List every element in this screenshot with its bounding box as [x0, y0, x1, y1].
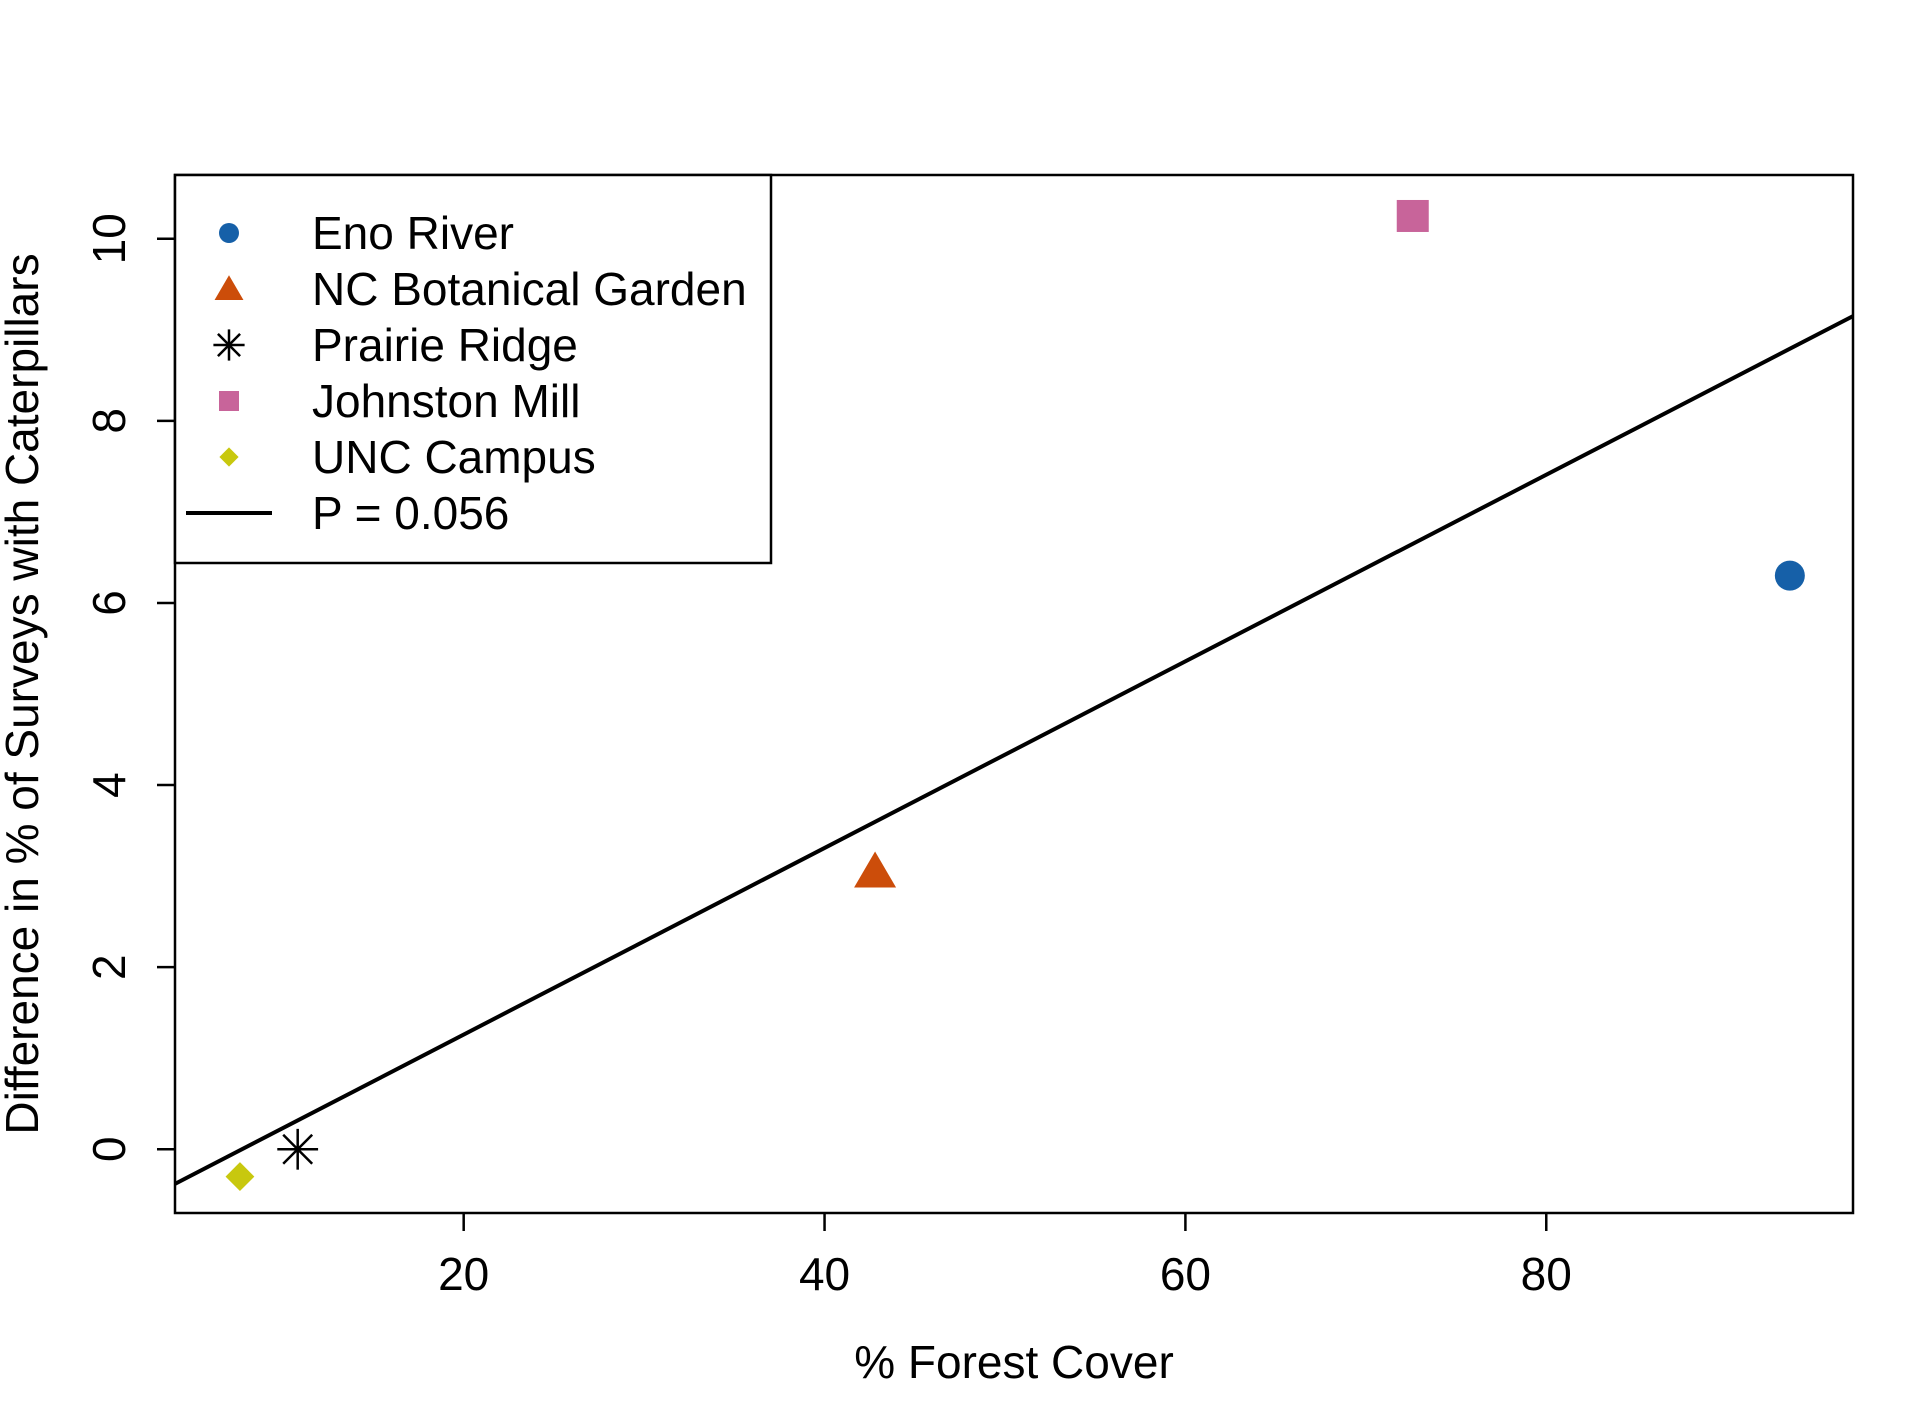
y-tick-label: 2: [83, 954, 135, 980]
data-point: [1774, 560, 1805, 591]
legend-box: [173, 173, 773, 565]
data-point: [277, 1128, 319, 1170]
legend-label: UNC Campus: [312, 431, 596, 483]
legend-symbol: [219, 223, 239, 243]
x-tick-label: 80: [1521, 1248, 1572, 1300]
legend-symbol: [219, 447, 239, 467]
y-tick-label: 0: [83, 1136, 135, 1162]
legend-label: NC Botanical Garden: [312, 263, 747, 315]
data-point: [1396, 199, 1429, 232]
trend-line: [174, 314, 1854, 1186]
data-points: [225, 199, 1805, 1191]
legend-label: Eno River: [312, 207, 514, 259]
x-axis-title: % Forest Cover: [854, 1336, 1174, 1388]
legend-symbol: [219, 391, 239, 411]
plot-frame: [173, 173, 1855, 1215]
legend-symbol: [213, 329, 245, 361]
y-axis-title: Difference in % of Surveys with Caterpil…: [0, 253, 48, 1134]
y-tick-label: 10: [83, 213, 135, 264]
legend-label: Johnston Mill: [312, 375, 580, 427]
y-tick-label: 4: [83, 772, 135, 798]
legend-label: Prairie Ridge: [312, 319, 578, 371]
x-tick-label: 40: [799, 1248, 850, 1300]
y-tick-label: 8: [83, 408, 135, 434]
y-tick-label: 6: [83, 590, 135, 616]
data-point: [225, 1162, 255, 1191]
x-tick-label: 60: [1160, 1248, 1211, 1300]
legend-label: P = 0.056: [312, 487, 509, 539]
x-tick-label: 20: [438, 1248, 489, 1300]
x-axis: 20 40 60 80: [438, 1213, 1572, 1300]
y-axis: 0 2 4 6 8 10: [83, 213, 175, 1162]
data-point: [854, 851, 897, 888]
legend-symbol: [214, 275, 244, 300]
